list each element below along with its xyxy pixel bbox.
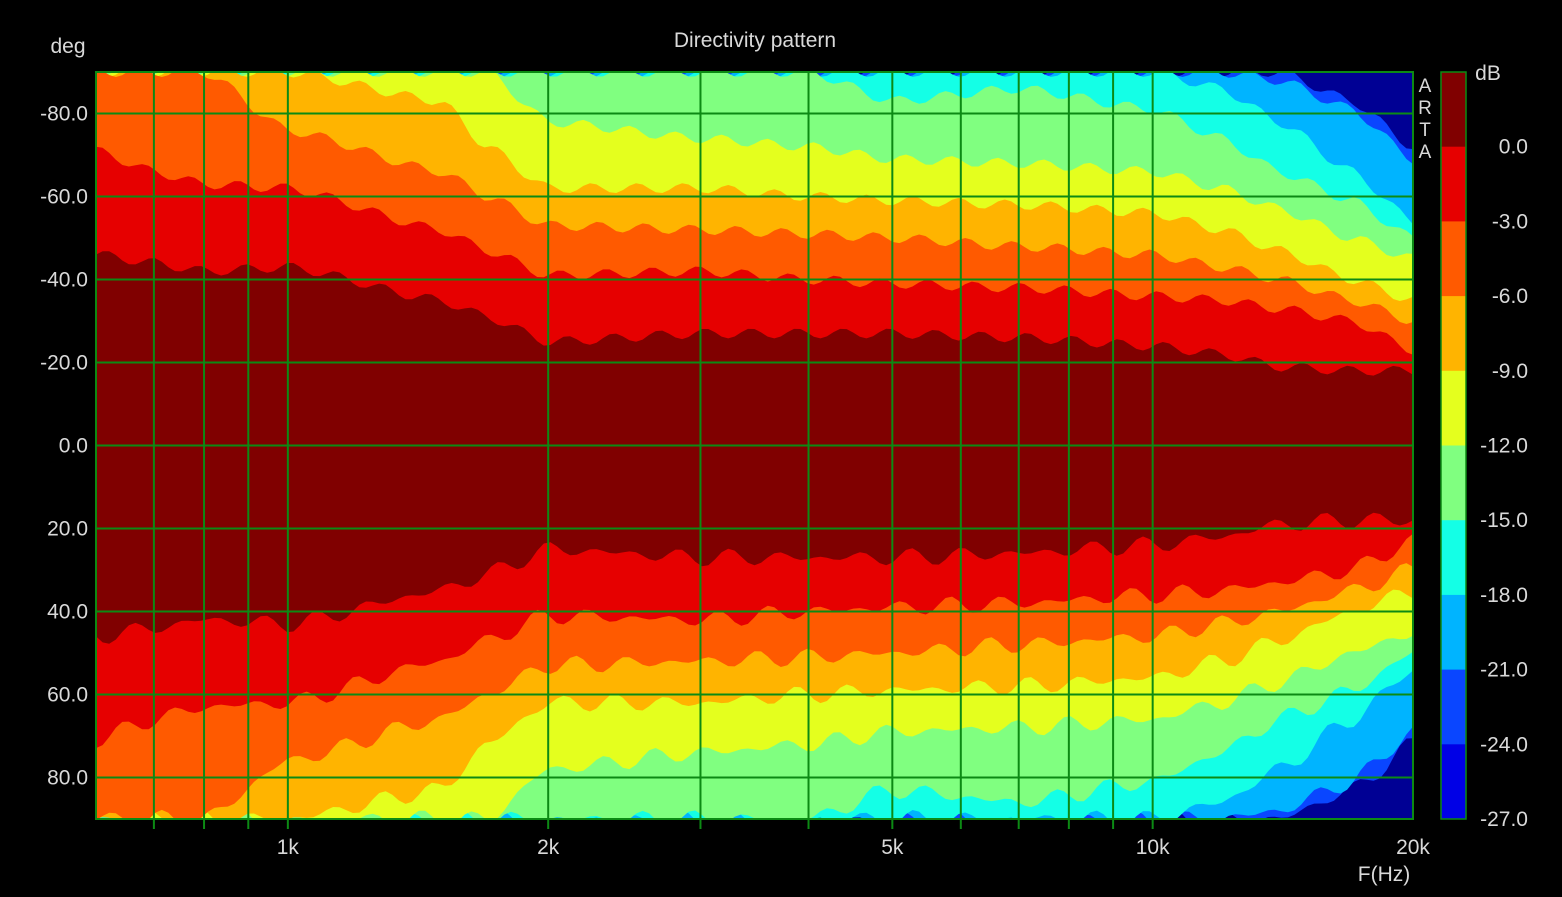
y-tick-label: 40.0 (47, 601, 88, 624)
y-tick-label: 20.0 (47, 518, 88, 541)
watermark-letter: R (1418, 98, 1432, 119)
colorbar-swatch (1441, 594, 1466, 671)
colorbar-label: 0.0 (1499, 136, 1528, 159)
colorbar: 0.0 -3.0 -6.0 -9.0 -12.0 -15.0 -18.0 -21.0 -24.0… (1440, 71, 1528, 831)
y-tick-label: -20.0 (40, 352, 88, 375)
colorbar-label: -15.0 (1480, 509, 1528, 532)
colorbar-swatch (1441, 146, 1466, 222)
colorbar-label: -9.0 (1492, 360, 1528, 383)
x-tick-label: 1k (277, 836, 300, 859)
colorbar-swatch (1441, 520, 1466, 596)
colorbar-frame (1440, 71, 1467, 820)
y-axis-label: deg (50, 35, 85, 58)
x-tick-label: 5k (881, 836, 904, 859)
colorbar-label: -18.0 (1480, 584, 1528, 607)
grid (95, 71, 1414, 829)
colorbar-label: -3.0 (1492, 210, 1528, 233)
y-tick-label: 80.0 (47, 767, 88, 790)
y-tick-label: -40.0 (40, 269, 88, 292)
x-axis-label: F(Hz) (1358, 863, 1410, 886)
colorbar-unit: dB (1475, 62, 1501, 85)
plot-frame (95, 71, 1414, 820)
y-tick-label: -60.0 (40, 186, 88, 209)
watermark-letter: A (1419, 76, 1432, 97)
watermark-letter: T (1419, 120, 1431, 141)
watermark-letter: A (1419, 142, 1432, 163)
y-tick-label: 60.0 (47, 684, 88, 707)
y-tick-label: -80.0 (40, 103, 88, 126)
axes: -80.0 -60.0 -40.0 -20.0 0.0 20.0 40.0 60.0 80.0 1… (40, 103, 1430, 860)
contour-band-above-0db (96, 251, 1413, 644)
colorbar-swatch (1441, 72, 1466, 148)
colorbar-label: -12.0 (1480, 435, 1528, 458)
x-tick-label: 2k (537, 836, 560, 859)
plot-area (96, 72, 1413, 819)
colorbar-swatch (1441, 744, 1466, 820)
colorbar-swatch (1441, 296, 1466, 372)
colorbar-swatch (1441, 370, 1466, 446)
chart-title: Directivity pattern (674, 29, 836, 52)
colorbar-label: -21.0 (1480, 659, 1528, 682)
y-tick-label: 0.0 (59, 435, 88, 458)
colorbar-swatch (1441, 221, 1466, 297)
colorbar-label: -27.0 (1480, 808, 1528, 831)
colorbar-swatch (1441, 669, 1466, 745)
x-tick-label: 20k (1396, 836, 1430, 859)
colorbar-label: -6.0 (1492, 285, 1528, 308)
colorbar-label: -24.0 (1480, 733, 1528, 756)
colorbar-swatch (1441, 445, 1466, 521)
x-tick-label: 10k (1136, 836, 1170, 859)
